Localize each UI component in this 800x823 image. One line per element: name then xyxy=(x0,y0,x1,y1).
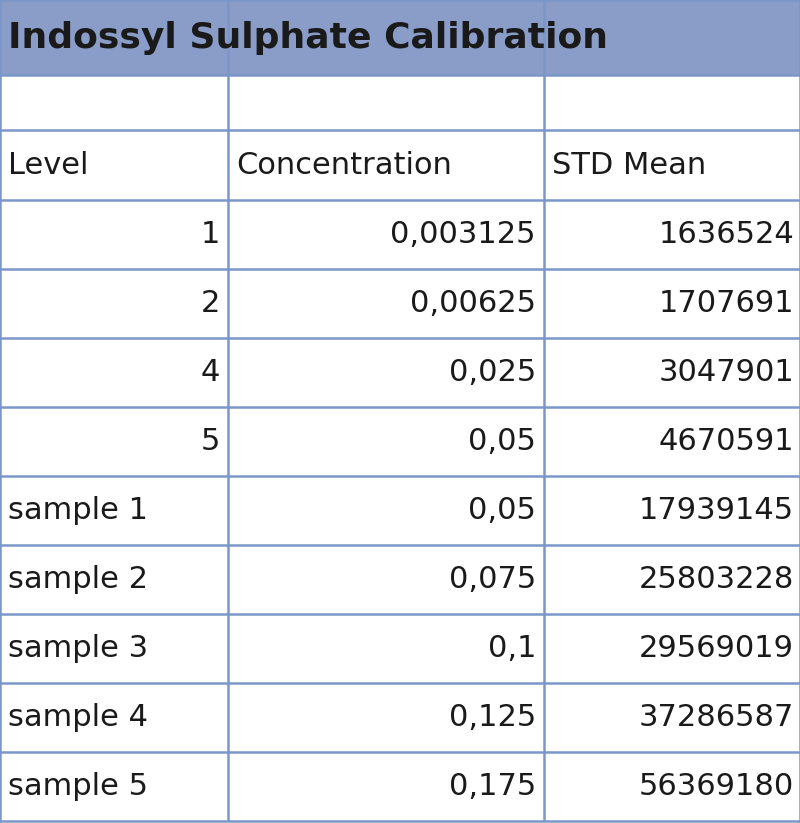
Text: sample 4: sample 4 xyxy=(8,703,148,732)
Text: 0,1: 0,1 xyxy=(487,634,536,663)
Text: 4670591: 4670591 xyxy=(658,427,794,456)
Text: sample 5: sample 5 xyxy=(8,772,148,801)
Text: 25803228: 25803228 xyxy=(638,565,794,594)
Bar xyxy=(0,130,800,200)
Text: 1707691: 1707691 xyxy=(658,289,794,318)
Bar xyxy=(0,407,800,476)
Text: sample 3: sample 3 xyxy=(8,634,148,663)
Text: 4: 4 xyxy=(201,358,220,387)
Text: 37286587: 37286587 xyxy=(638,703,794,732)
Bar xyxy=(0,338,800,407)
Text: 0,125: 0,125 xyxy=(449,703,536,732)
Text: 0,075: 0,075 xyxy=(449,565,536,594)
Text: Indossyl Sulphate Calibration: Indossyl Sulphate Calibration xyxy=(8,21,608,54)
Bar xyxy=(0,269,800,338)
Text: 0,175: 0,175 xyxy=(449,772,536,801)
Bar xyxy=(0,545,800,614)
Text: Concentration: Concentration xyxy=(236,151,452,179)
Bar xyxy=(0,614,800,683)
Text: 0,05: 0,05 xyxy=(468,496,536,525)
Text: STD Mean: STD Mean xyxy=(552,151,706,179)
Text: 56369180: 56369180 xyxy=(638,772,794,801)
Bar xyxy=(0,0,800,75)
Bar xyxy=(0,200,800,269)
Text: 0,05: 0,05 xyxy=(468,427,536,456)
Text: 0,00625: 0,00625 xyxy=(410,289,536,318)
Text: 3047901: 3047901 xyxy=(658,358,794,387)
Bar xyxy=(0,683,800,752)
Text: 17939145: 17939145 xyxy=(639,496,794,525)
Text: 2: 2 xyxy=(201,289,220,318)
Text: sample 2: sample 2 xyxy=(8,565,148,594)
Text: Level: Level xyxy=(8,151,89,179)
Text: 5: 5 xyxy=(201,427,220,456)
Text: 1636524: 1636524 xyxy=(658,220,794,249)
Text: sample 1: sample 1 xyxy=(8,496,148,525)
Bar xyxy=(0,75,800,130)
Bar xyxy=(0,476,800,545)
Text: 0,003125: 0,003125 xyxy=(390,220,536,249)
Text: 29569019: 29569019 xyxy=(639,634,794,663)
Bar xyxy=(0,752,800,821)
Text: 0,025: 0,025 xyxy=(449,358,536,387)
Text: 1: 1 xyxy=(201,220,220,249)
